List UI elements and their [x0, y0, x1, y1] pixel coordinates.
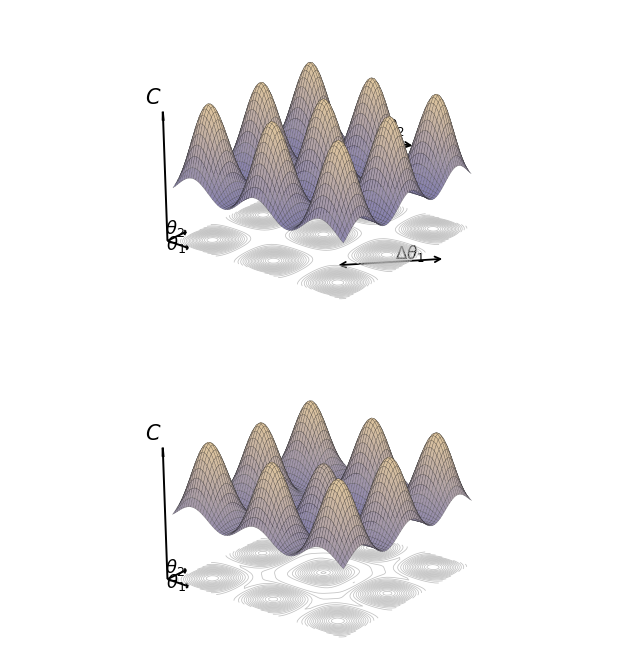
Text: $\Delta\theta_2$: $\Delta\theta_2$: [375, 117, 405, 137]
Text: $\Delta\theta_1$: $\Delta\theta_1$: [396, 243, 425, 264]
